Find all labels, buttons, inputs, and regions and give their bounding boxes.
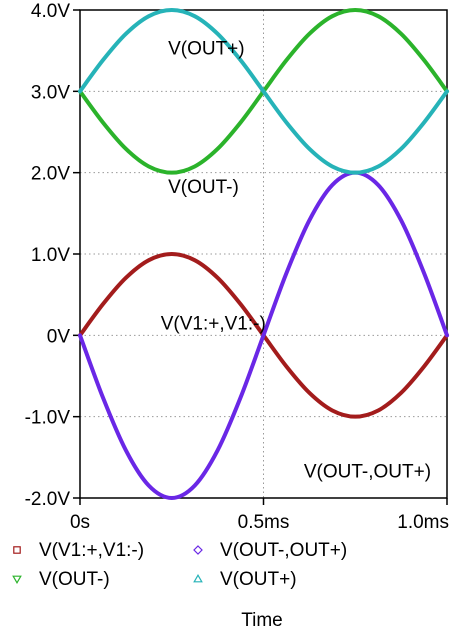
grid-layer [80, 10, 447, 498]
legend-marker-triangle-up [193, 573, 203, 583]
legend-marker-diamond [193, 545, 203, 555]
legend-label: V(OUT-,OUT+) [220, 540, 347, 561]
legend-marker-triangle-down [12, 575, 22, 585]
y-tick-label: -1.0V [25, 408, 71, 429]
annotation-layer: V(OUT+) V(OUT-) V(V1:+,V1:-) V(OUT-,OUT+) [161, 39, 431, 483]
legend-label: V(V1:+,V1:-) [39, 540, 144, 561]
curve-annotation: V(V1:+,V1:-) [161, 314, 266, 335]
x-axis-label: Time [241, 610, 283, 631]
curve-annotation: V(OUT-,OUT+) [304, 462, 431, 483]
legend: V(V1:+,V1:-) V(OUT-,OUT+) V(OUT-) V(OUT+) [12, 540, 347, 590]
x-tick-label: 0s [70, 512, 90, 533]
legend-label: V(OUT-) [39, 569, 110, 590]
x-tick-label: 0.5ms [238, 512, 290, 533]
y-tick-label: 1.0V [31, 245, 70, 266]
legend-marker-square [13, 546, 21, 554]
y-tick-label: 4.0V [31, 1, 70, 22]
y-tick-label: 0V [47, 326, 71, 347]
series-line-2 [78, 170, 449, 500]
series-layer [78, 8, 449, 500]
curve-annotation: V(OUT+) [168, 39, 245, 60]
legend-label: V(OUT+) [220, 569, 297, 590]
y-tick-label: 3.0V [31, 82, 70, 103]
curve-annotation: V(OUT-) [168, 177, 239, 198]
x-tick-label: 1.0ms [397, 512, 449, 533]
series-line-4 [78, 8, 449, 175]
y-tick-label: -2.0V [25, 489, 71, 510]
y-tick-label: 2.0V [31, 164, 70, 185]
